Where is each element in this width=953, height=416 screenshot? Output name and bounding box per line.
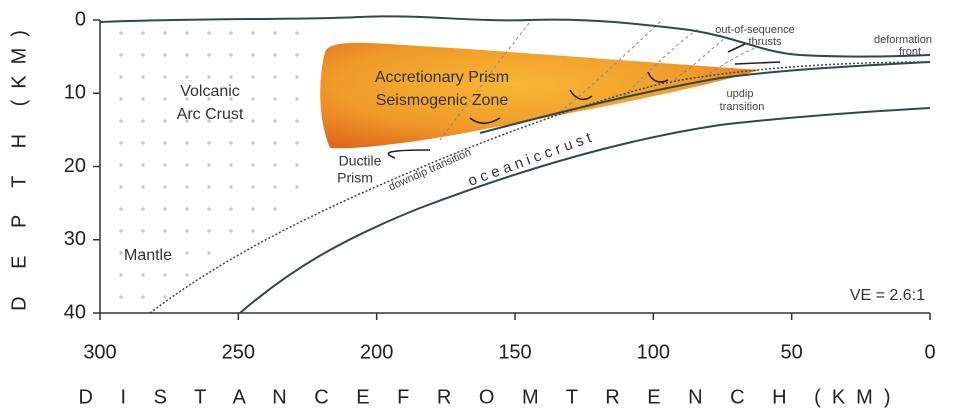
y-tick-label: 30 <box>64 228 86 250</box>
annotation: updip <box>727 88 754 100</box>
x-tick-label: 300 <box>83 341 116 363</box>
annotation: transition <box>720 101 765 113</box>
x-tick-label: 250 <box>222 341 255 363</box>
y-tick-label: 10 <box>64 82 86 104</box>
x-tick-label: 200 <box>360 341 393 363</box>
annotation: front <box>899 46 921 58</box>
y-tick-label: 20 <box>64 155 86 177</box>
x-tick-label: 50 <box>781 341 803 363</box>
annotation: Ductile <box>339 153 382 169</box>
y-axis-title: D E P T H (KM) <box>8 19 30 311</box>
annotation: out-of-sequence <box>715 24 795 36</box>
annotation: VE = 2.6:1 <box>850 287 925 304</box>
annotation: thrusts <box>748 36 782 48</box>
y-tick-label: 0 <box>75 8 86 30</box>
annotation: downdip transition <box>387 146 473 193</box>
x-axis-title: D I S T A N C E F R O M T R E N C H (KM) <box>78 386 901 408</box>
diagram: Volcanic Arc Crust Accretionary Prism Se… <box>0 0 953 416</box>
arc-crust-area <box>100 18 306 313</box>
annotation: Mantle <box>124 247 172 264</box>
annotation: Accretionary Prism <box>375 69 509 86</box>
annotation: Seismogenic Zone <box>376 92 509 109</box>
x-tick-label: 100 <box>637 341 670 363</box>
x-tick-label: 0 <box>924 341 935 363</box>
annotation: Arc Crust <box>177 106 244 123</box>
y-tick-label: 40 <box>64 301 86 323</box>
annotation: deformation <box>874 34 932 46</box>
annotation: o c e a n i c c r u s t <box>466 129 595 190</box>
x-tick-label: 150 <box>498 341 531 363</box>
annotation: Volcanic <box>180 83 240 100</box>
annotation: Prism <box>337 170 373 186</box>
